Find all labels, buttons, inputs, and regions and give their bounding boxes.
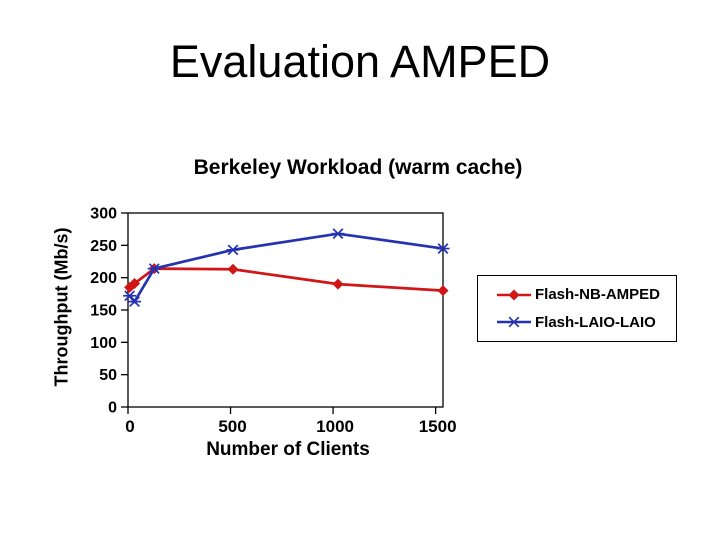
x-tick-label: 1500 xyxy=(419,417,457,436)
y-tick-label: 0 xyxy=(108,400,117,417)
diamond-marker xyxy=(508,289,520,301)
y-tick-label: 50 xyxy=(99,367,117,384)
legend-line-asterisk-sample xyxy=(497,314,531,330)
asterisk-marker xyxy=(331,228,345,240)
slide-title: Evaluation AMPED xyxy=(169,36,551,87)
series-line-flash-nb-amped xyxy=(128,267,444,292)
x-tick-label: 500 xyxy=(218,417,246,436)
asterisk-marker xyxy=(147,263,161,275)
y-tick-label: 200 xyxy=(90,270,117,287)
legend-label-flash-laio-laio: Flash-LAIO-LAIO xyxy=(535,313,656,331)
asterisk-marker xyxy=(226,244,240,256)
diamond-marker xyxy=(129,277,141,289)
x-tick-label: 1000 xyxy=(316,417,354,436)
y-tick-label: 300 xyxy=(90,206,117,223)
legend: Flash-NB-AMPED Flash-LAIO-LAIO xyxy=(477,275,677,342)
legend-line-diamond-sample xyxy=(497,287,531,303)
diamond-marker xyxy=(227,263,239,275)
y-tick-label: 150 xyxy=(90,303,117,320)
legend-label-flash-nb-amped: Flash-NB-AMPED xyxy=(535,286,661,304)
asterisk-marker xyxy=(128,296,142,307)
asterisk-marker xyxy=(507,316,521,328)
x-axis-title: Number of Clients xyxy=(206,439,370,460)
y-tick-label: 100 xyxy=(90,335,117,352)
y-tick-label: 250 xyxy=(90,238,117,255)
diamond-marker xyxy=(437,285,449,297)
chart-title: Berkeley Workload (warm cache) xyxy=(193,156,523,179)
legend-entry-flash-nb-amped: Flash-NB-AMPED xyxy=(497,286,676,303)
diamond-marker xyxy=(332,278,344,290)
x-tick-label: 0 xyxy=(125,417,134,436)
legend-entry-flash-laio-laio: Flash-LAIO-LAIO xyxy=(497,314,676,331)
asterisk-marker xyxy=(436,243,450,254)
